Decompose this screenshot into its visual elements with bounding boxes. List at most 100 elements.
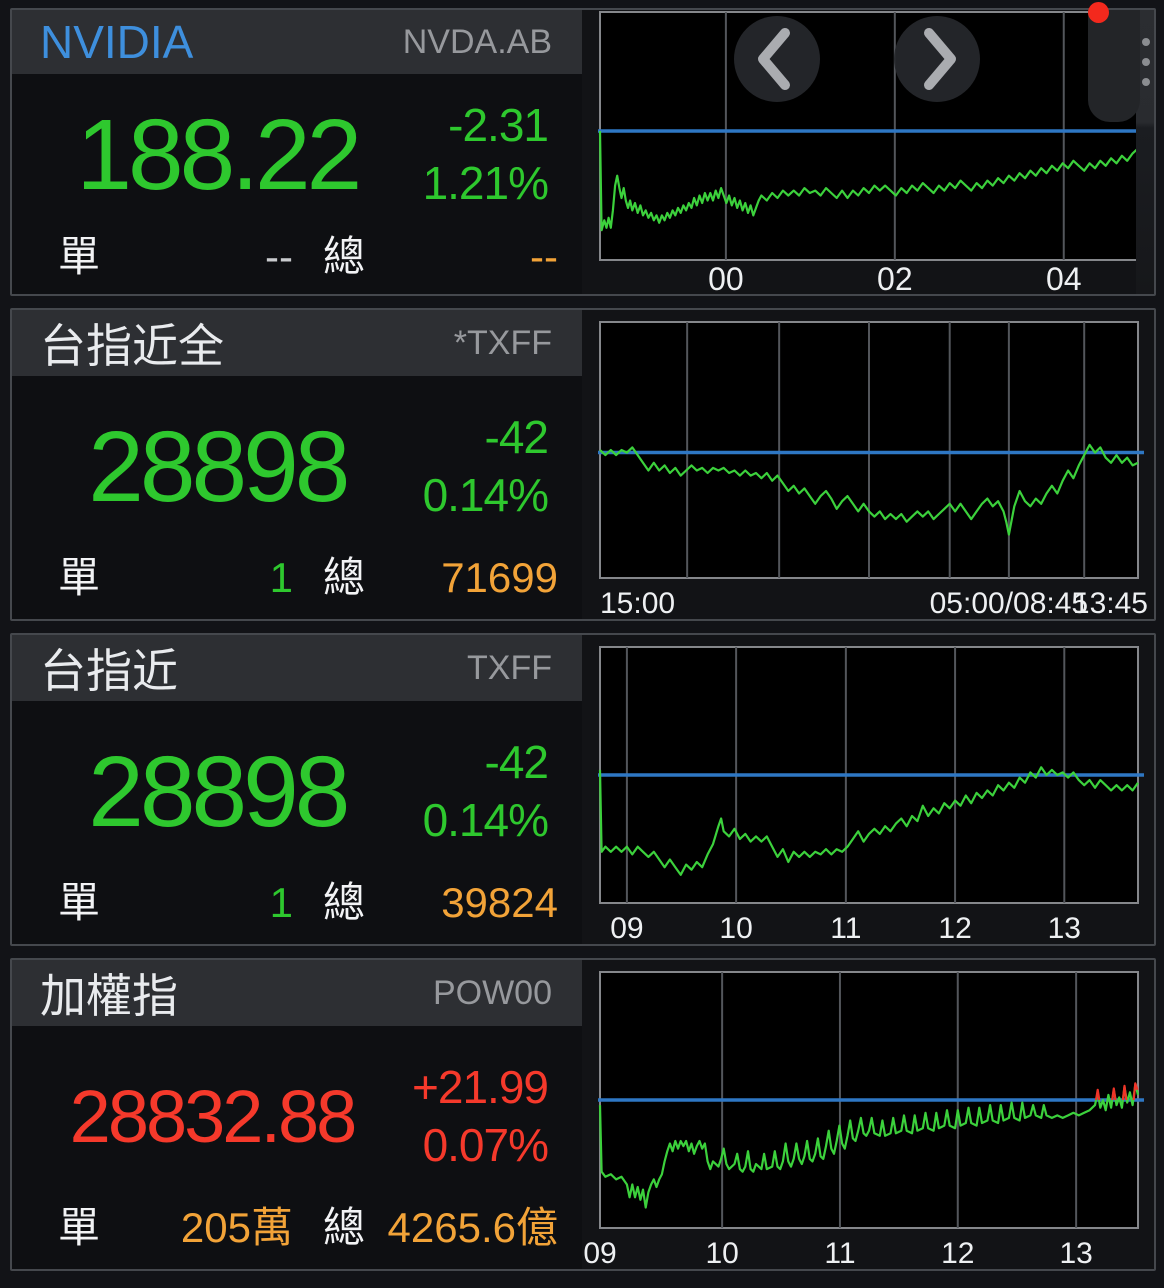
quote-body: 188.22 -2.31 1.21% 單 -- 總 -- <box>12 74 582 294</box>
price-line-above-reference <box>1111 1087 1117 1101</box>
instrument-name: NVIDIA <box>40 16 194 68</box>
price-change: -2.31 <box>448 99 549 152</box>
mini-chart[interactable]: 09 10 11 12 13 <box>582 960 1154 1269</box>
quote-info: 加權指 POW00 28832.88 +21.99 0.07% 單 205萬 總… <box>12 960 582 1269</box>
x-axis-label: 10 <box>719 912 752 944</box>
last-price: 28898 <box>88 410 350 523</box>
quote-body: 28898 -42 0.14% 單 1 總 39824 <box>12 701 582 944</box>
mini-chart[interactable]: 00 02 04 <box>582 2 1154 294</box>
volume-row: 單 1 總 71699 <box>12 557 582 619</box>
price-line-above-reference <box>1094 1088 1101 1101</box>
price-line-above-reference <box>1132 1082 1139 1101</box>
price-change: +21.99 <box>412 1060 549 1113</box>
total-volume-label: 總 <box>323 879 366 926</box>
instrument-name: 台指近 <box>40 645 178 697</box>
x-axis-label: 13 <box>1048 912 1081 944</box>
floating-menu-card[interactable] <box>1088 10 1140 122</box>
x-axis-label: 04 <box>1046 261 1082 294</box>
quote-panel[interactable]: NVIDIA NVDA.AB 188.22 -2.31 1.21% 單 -- 總… <box>10 2 1156 296</box>
price-change-percent: 0.14% <box>422 793 549 846</box>
change-block: -2.31 1.21% <box>423 97 582 213</box>
instrument-name: 台指近全 <box>40 320 224 372</box>
panel-header: NVIDIA NVDA.AB <box>12 10 582 74</box>
single-volume-value: 205萬 <box>180 1204 293 1251</box>
quote-body: 28898 -42 0.14% 單 1 總 71699 <box>12 376 582 619</box>
single-volume-value: -- <box>265 233 293 280</box>
x-axis-label: 09 <box>583 1237 616 1269</box>
volume-row: 單 -- 總 -- <box>12 236 582 294</box>
panel-header: 台指近全 *TXFF <box>12 310 582 376</box>
sparkline-chart: 09 10 11 12 13 <box>583 971 1144 1269</box>
instrument-code: POW00 <box>432 973 552 1012</box>
last-price: 188.22 <box>76 99 362 211</box>
quote-info: NVIDIA NVDA.AB 188.22 -2.31 1.21% 單 -- 總… <box>12 10 582 294</box>
x-axis-label: 02 <box>877 261 913 294</box>
price-change: -42 <box>484 735 549 788</box>
x-axis-label: 12 <box>938 912 971 944</box>
panel-header: 加權指 POW00 <box>12 960 582 1026</box>
total-volume-value: 39824 <box>441 879 558 926</box>
instrument-name: 加權指 <box>40 970 178 1022</box>
x-axis-label: 11 <box>824 1237 855 1269</box>
chevron-right-icon <box>924 28 956 90</box>
price-row: 28898 -42 0.14% <box>12 701 582 882</box>
quote-panel[interactable]: 台指近全 *TXFF 28898 -42 0.14% 單 1 總 71699 <box>10 308 1156 621</box>
single-volume-value: 1 <box>269 879 293 926</box>
price-line <box>598 130 1139 232</box>
price-change-percent: 0.14% <box>422 468 549 521</box>
x-axis-label: 05:00/08:45 <box>930 587 1088 619</box>
vertical-ellipsis-menu-icon[interactable] <box>1142 38 1150 86</box>
instrument-code: NVDA.AB <box>402 22 552 61</box>
instrument-code: *TXFF <box>453 323 552 362</box>
last-price: 28898 <box>88 735 350 848</box>
x-axis-label: 10 <box>705 1237 738 1269</box>
volume-row: 單 205萬 總 4265.6億 <box>12 1207 582 1269</box>
change-block: -42 0.14% <box>423 409 582 525</box>
price-row: 188.22 -2.31 1.21% <box>12 74 582 236</box>
price-change: -42 <box>484 410 549 463</box>
price-change-percent: 1.21% <box>422 157 549 209</box>
x-axis-label: 15:00 <box>600 587 675 619</box>
change-block: -42 0.14% <box>423 734 582 850</box>
single-volume-label: 單 <box>58 233 101 280</box>
x-axis-label: 12 <box>941 1237 974 1269</box>
x-axis-label: 13:45 <box>1073 587 1148 619</box>
quote-panel[interactable]: 台指近 TXFF 28898 -42 0.14% 單 1 總 39824 <box>10 633 1156 946</box>
x-axis-label: 13 <box>1059 1237 1092 1269</box>
total-volume-value: -- <box>530 233 558 280</box>
total-volume-label: 總 <box>323 554 366 601</box>
mini-chart[interactable]: 09 10 11 12 13 <box>582 635 1154 944</box>
chevron-left-icon <box>758 28 790 90</box>
price-line <box>599 443 1139 536</box>
volume-row: 單 1 總 39824 <box>12 882 582 944</box>
total-volume-value: 71699 <box>441 554 558 601</box>
x-axis-label: 00 <box>708 261 744 294</box>
next-page-button[interactable] <box>894 16 980 102</box>
price-row: 28832.88 +21.99 0.07% <box>12 1026 582 1207</box>
sparkline-chart: 00 02 04 <box>598 11 1144 294</box>
quote-panel[interactable]: 加權指 POW00 28832.88 +21.99 0.07% 單 205萬 總… <box>10 958 1156 1271</box>
total-volume-label: 總 <box>323 1204 366 1251</box>
price-change-percent: 0.07% <box>422 1118 549 1171</box>
mini-chart[interactable]: 15:00 05:00/08:45 13:45 <box>582 310 1154 619</box>
prev-page-button[interactable] <box>734 16 820 102</box>
instrument-code: TXFF <box>467 648 552 687</box>
quote-info: 台指近 TXFF 28898 -42 0.14% 單 1 總 39824 <box>12 635 582 944</box>
single-volume-value: 1 <box>269 554 293 601</box>
price-line-above-reference <box>1121 1084 1128 1101</box>
total-volume-label: 總 <box>323 233 366 280</box>
quote-info: 台指近全 *TXFF 28898 -42 0.14% 單 1 總 71699 <box>12 310 582 619</box>
price-row: 28898 -42 0.14% <box>12 376 582 557</box>
notification-badge <box>1088 2 1109 23</box>
single-volume-label: 單 <box>58 1204 101 1251</box>
single-volume-label: 單 <box>58 879 101 926</box>
x-axis-label: 11 <box>830 912 861 944</box>
panel-header: 台指近 TXFF <box>12 635 582 701</box>
total-volume-value: 4265.6億 <box>387 1204 558 1251</box>
sparkline-chart: 09 10 11 12 13 <box>598 646 1144 944</box>
price-line <box>598 1083 1140 1209</box>
quote-body: 28832.88 +21.99 0.07% 單 205萬 總 4265.6億 <box>12 1026 582 1269</box>
x-axis-label: 09 <box>610 912 643 944</box>
